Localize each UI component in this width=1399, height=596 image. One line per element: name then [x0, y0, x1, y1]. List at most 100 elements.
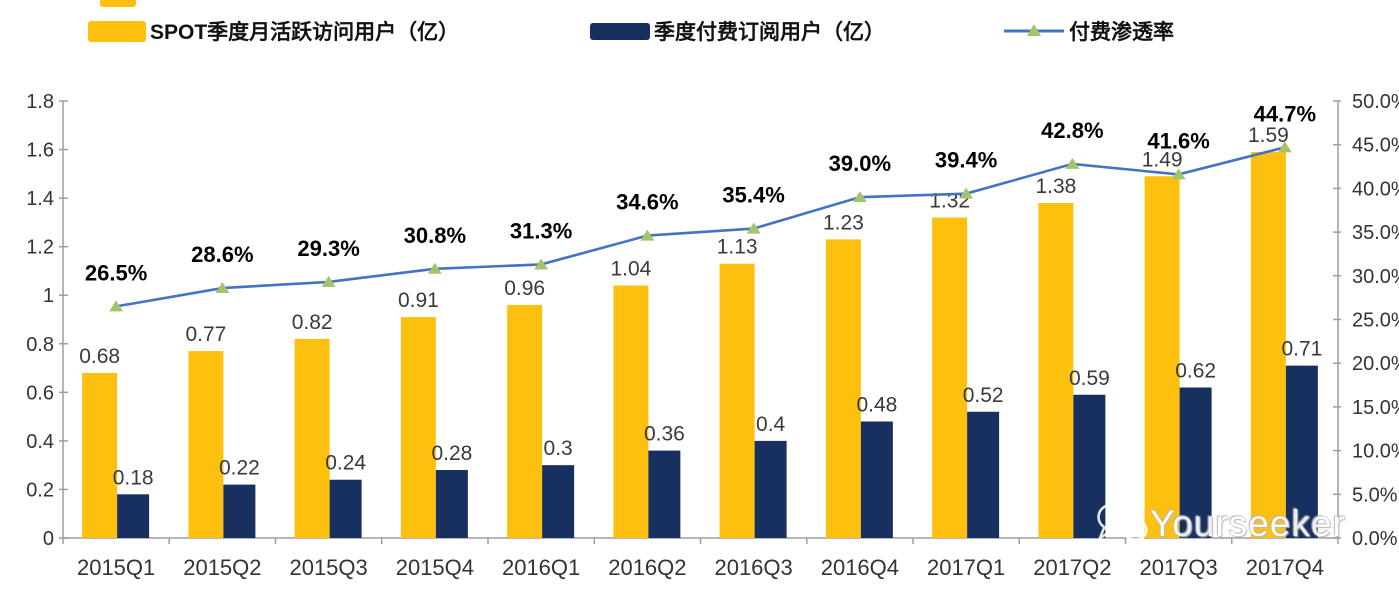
x-axis-category-label: 2015Q1: [77, 555, 155, 580]
left-axis-tick-label: 0.8: [26, 334, 54, 356]
left-axis-tick-label: 1.4: [26, 188, 54, 210]
bar-subscribers-2015Q2: [223, 484, 256, 538]
bar-subscribers-2015Q1: [117, 494, 150, 538]
penetration-marker: [959, 187, 974, 199]
right-axis-tick-label: 10.0%: [1352, 441, 1399, 463]
bar-mau-2015Q1: [82, 372, 118, 538]
penetration-marker: [852, 191, 867, 203]
penetration-marker: [640, 229, 655, 241]
bar-mau-2015Q2: [188, 351, 224, 538]
bar-mau-2017Q3: [1144, 176, 1180, 538]
x-axis-category-label: 2015Q4: [396, 555, 474, 580]
bar-label-subscribers: 0.48: [856, 393, 897, 416]
bar-subscribers-2016Q4: [860, 421, 893, 538]
right-axis-tick-label: 5.0%: [1352, 484, 1398, 506]
bar-mau-2015Q4: [400, 317, 436, 538]
right-axis-tick-label: 45.0%: [1352, 135, 1399, 157]
bar-label-mau: 1.49: [1142, 148, 1183, 171]
bar-subscribers-2015Q3: [329, 479, 362, 538]
bar-label-mau: 0.68: [79, 345, 120, 368]
left-axis-tick-label: 1.8: [26, 91, 54, 113]
penetration-label: 44.7%: [1254, 101, 1316, 126]
bar-label-mau: 1.59: [1248, 124, 1289, 147]
left-axis-tick-label: 1.2: [26, 237, 54, 259]
x-axis-category-label: 2017Q4: [1246, 555, 1324, 580]
penetration-label: 26.5%: [85, 260, 147, 285]
bar-label-subscribers: 0.3: [544, 437, 573, 460]
right-axis-tick-label: 35.0%: [1352, 222, 1399, 244]
bar-label-subscribers: 0.24: [325, 452, 366, 475]
x-axis-category-label: 2017Q2: [1033, 555, 1111, 580]
bar-subscribers-2016Q1: [542, 465, 575, 538]
penetration-marker: [1065, 157, 1080, 169]
bar-subscribers-2017Q3: [1179, 387, 1212, 538]
legend-swatch-mau: [88, 20, 146, 42]
x-axis-category-label: 2015Q3: [289, 555, 367, 580]
bar-subscribers-2017Q1: [967, 411, 1000, 538]
bar-mau-2017Q1: [932, 217, 968, 539]
right-axis-tick-label: 50.0%: [1352, 91, 1399, 113]
bar-subscribers-2016Q3: [754, 440, 787, 538]
bar-mau-2015Q3: [294, 338, 330, 538]
penetration-label: 28.6%: [191, 242, 253, 267]
legend-item-subscribers: 季度付费订阅用户（亿）: [590, 19, 885, 44]
bar-label-mau: 0.91: [398, 289, 439, 312]
legend-item-penetration: 付费渗透率: [1003, 19, 1174, 44]
penetration-marker: [1171, 168, 1186, 180]
penetration-label: 39.0%: [829, 151, 891, 176]
legend-label-subscribers: 季度付费订阅用户（亿）: [654, 21, 885, 44]
penetration-label: 42.8%: [1041, 118, 1103, 143]
bar-subscribers-2017Q2: [1073, 394, 1106, 538]
left-axis-tick-label: 0.4: [26, 431, 54, 453]
legend-item-mau: SPOT季度月活跃访问用户（亿）: [88, 19, 460, 44]
bar-mau-2016Q4: [825, 239, 861, 538]
bar-label-mau: 0.77: [185, 323, 226, 346]
left-axis-tick-label: 1.6: [26, 140, 54, 162]
penetration-label: 30.8%: [404, 223, 466, 248]
bar-label-mau: 1.04: [610, 258, 651, 281]
x-axis-category-label: 2017Q1: [927, 555, 1005, 580]
bar-label-subscribers: 0.52: [963, 384, 1004, 407]
bar-label-mau: 0.96: [504, 277, 545, 300]
penetration-label: 29.3%: [297, 236, 359, 261]
bar-label-subscribers: 0.59: [1069, 367, 1110, 390]
right-axis-tick-label: 30.0%: [1352, 266, 1399, 288]
penetration-label: 34.6%: [616, 190, 678, 215]
cropped-yellow-artifact: [100, 0, 136, 7]
bar-label-subscribers: 0.18: [113, 466, 154, 489]
x-axis-category-label: 2017Q3: [1139, 555, 1217, 580]
right-axis-tick-label: 40.0%: [1352, 178, 1399, 200]
bar-subscribers-2015Q4: [435, 470, 468, 538]
bar-label-subscribers: 0.22: [219, 457, 260, 480]
bar-label-subscribers: 0.36: [644, 423, 685, 446]
x-axis-category-label: 2016Q3: [714, 555, 792, 580]
x-axis-category-label: 2015Q2: [183, 555, 261, 580]
x-axis-category-label: 2016Q4: [821, 555, 899, 580]
right-axis-tick-label: 25.0%: [1352, 310, 1399, 332]
penetration-line: [115, 146, 1286, 308]
bar-label-subscribers: 0.62: [1175, 359, 1216, 382]
left-axis-tick-label: 0.6: [26, 382, 54, 404]
left-axis-tick-label: 0: [43, 528, 54, 550]
bar-mau-2017Q4: [1250, 151, 1286, 538]
legend-label-mau: SPOT季度月活跃访问用户（亿）: [150, 21, 460, 44]
legend-label-penetration: 付费渗透率: [1069, 21, 1174, 44]
left-axis-tick-label: 1: [43, 285, 54, 307]
penetration-marker: [109, 300, 124, 312]
bar-mau-2016Q1: [507, 304, 543, 538]
penetration-marker: [215, 282, 230, 294]
bar-label-mau: 1.23: [823, 211, 864, 234]
bar-subscribers-2016Q2: [648, 450, 681, 538]
penetration-label: 41.6%: [1147, 128, 1209, 153]
bar-label-subscribers: 0.28: [431, 442, 472, 465]
legend-swatch-subscribers: [590, 22, 650, 40]
bar-label-subscribers: 0.71: [1281, 338, 1322, 361]
bar-mau-2017Q2: [1038, 202, 1074, 538]
right-axis-tick-label: 0.0%: [1352, 528, 1398, 550]
penetration-label: 39.4%: [935, 148, 997, 173]
bar-mau-2016Q2: [613, 285, 649, 538]
bar-label-mau: 1.13: [717, 236, 758, 259]
penetration-marker: [1277, 141, 1292, 153]
x-axis-category-label: 2016Q2: [608, 555, 686, 580]
